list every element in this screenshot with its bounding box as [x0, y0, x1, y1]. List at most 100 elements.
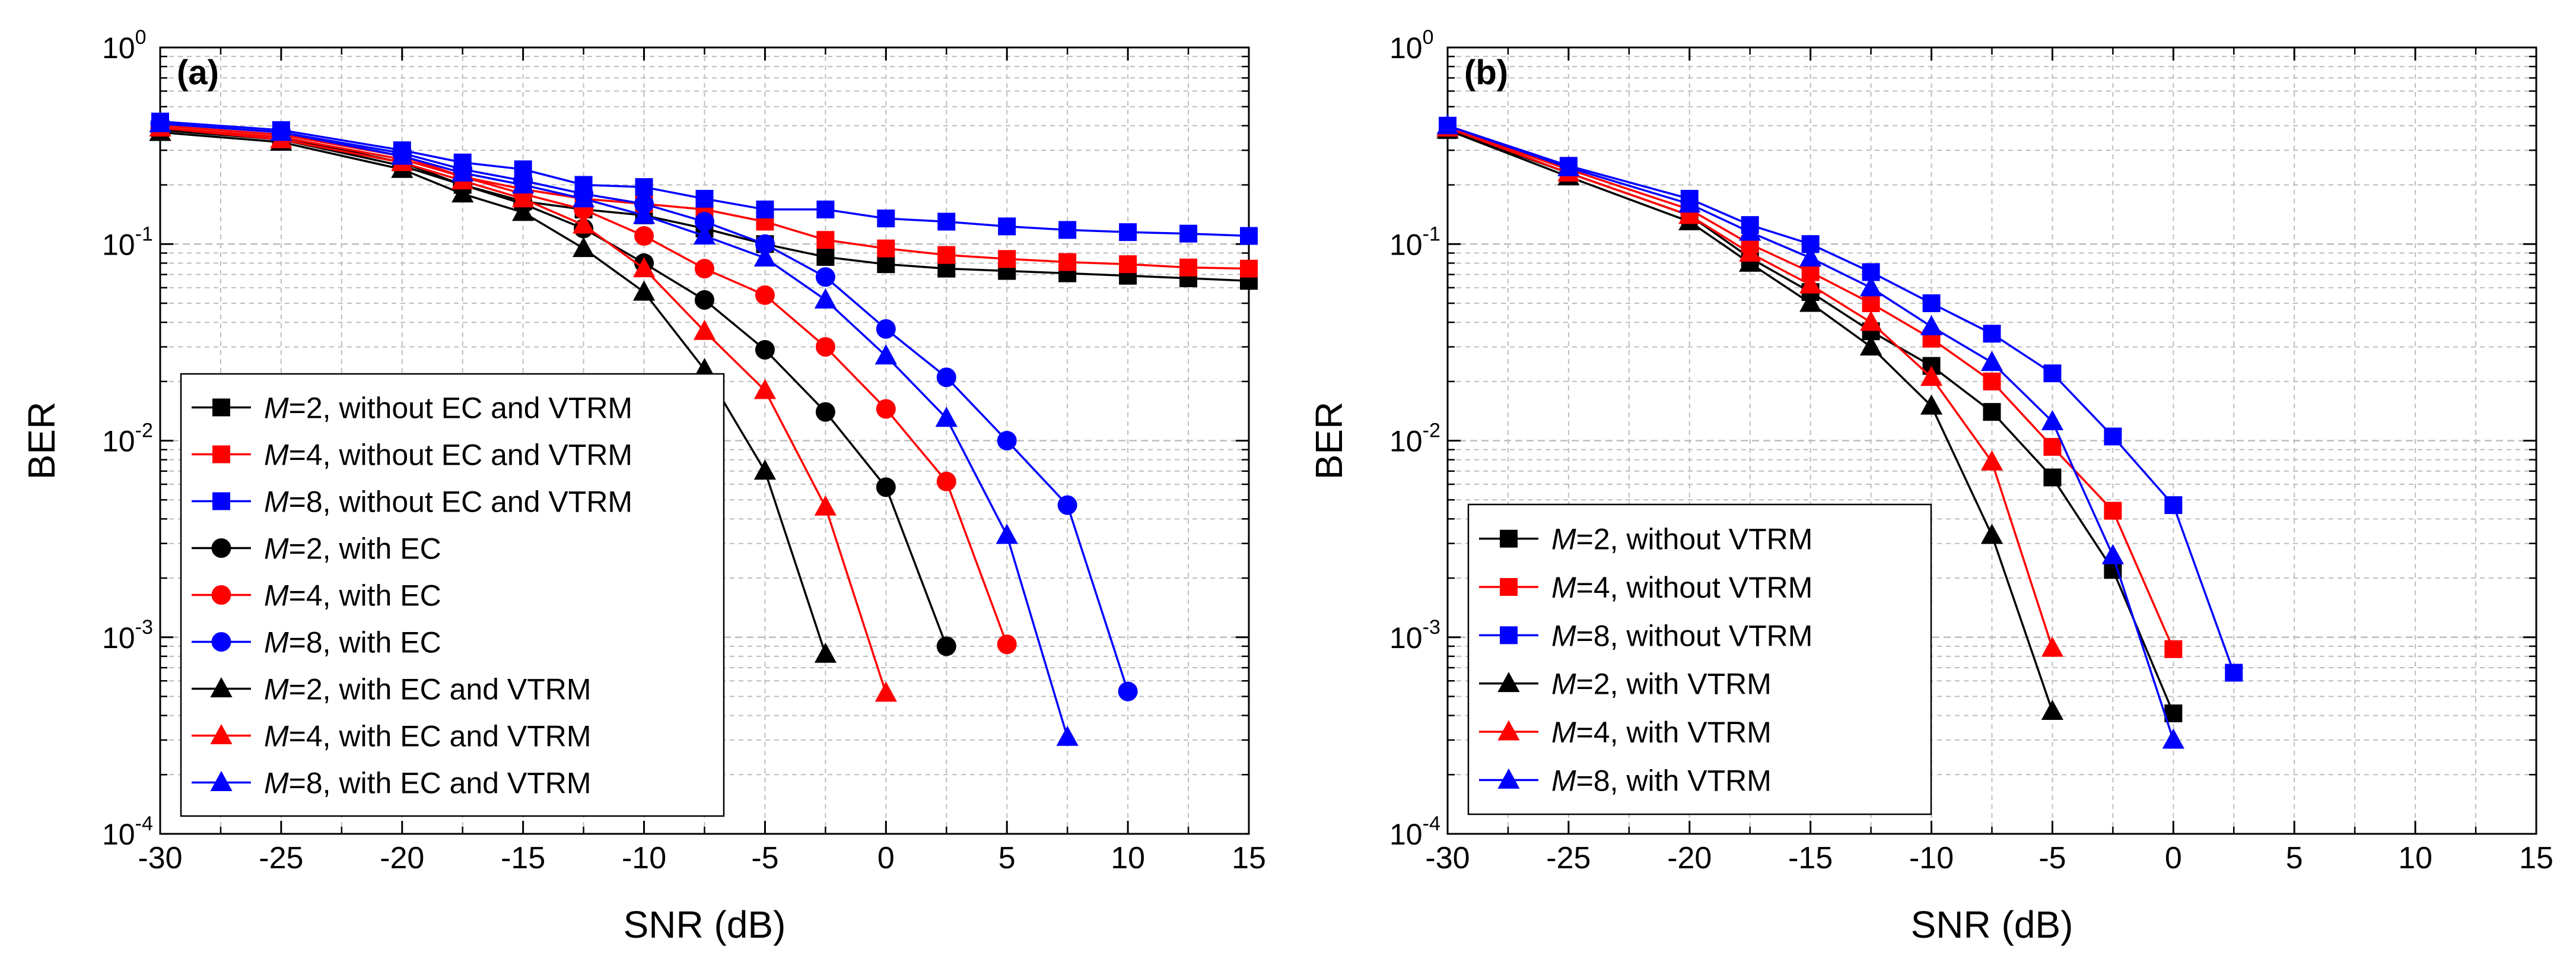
data-point	[1500, 578, 1518, 596]
data-point	[1179, 258, 1198, 277]
legend-text: =2, with EC and VTRM	[289, 673, 591, 706]
data-point	[1497, 672, 1520, 693]
data-point	[2101, 544, 2124, 564]
panel-a: -30 -25 -20 -15 -10 -5 0 5 10 1510010-110-210-310…	[20, 26, 1266, 946]
data-point	[1860, 335, 1882, 355]
y-tick-label: 10-3	[1389, 616, 1440, 655]
y-tick-label: 100	[102, 26, 147, 65]
data-point	[997, 431, 1017, 450]
legend-m: M	[264, 439, 289, 472]
x-tick-label: -25	[259, 841, 303, 875]
x-tick-label: 10	[2398, 841, 2432, 875]
data-point	[210, 677, 233, 697]
y-tick-base: 10	[102, 621, 135, 655]
data-point	[270, 120, 292, 141]
data-point	[937, 212, 956, 231]
series-line	[160, 131, 827, 655]
y-tick-exponent: -2	[135, 420, 153, 442]
data-point	[877, 255, 895, 274]
data-point	[1497, 720, 1520, 741]
legend-box	[180, 373, 725, 817]
data-point	[695, 189, 714, 208]
legend-text: =8, with VTRM	[1576, 764, 1772, 797]
y-tick-base: 10	[102, 31, 135, 65]
legend-label: M=8, without EC and VTRM	[264, 485, 632, 519]
data-point	[1058, 221, 1077, 239]
y-tick-exponent: 0	[135, 26, 147, 49]
data-point	[876, 477, 896, 497]
x-axis: -30 -25 -20 -15 -10 -5 0 5 10 15	[1425, 47, 2553, 875]
data-point	[211, 585, 231, 605]
legend-m: M	[264, 532, 289, 566]
data-point	[2162, 728, 2184, 749]
data-point	[1179, 224, 1198, 243]
data-point	[1500, 626, 1518, 645]
legend-text: =2, without VTRM	[1576, 523, 1813, 556]
data-point	[1920, 394, 1943, 415]
y-tick-label: 100	[1389, 26, 1434, 65]
data-point	[753, 379, 777, 399]
legend-m: M	[264, 673, 289, 706]
y-axis-title: BER	[1308, 402, 1350, 480]
data-point	[1497, 768, 1520, 789]
data-point	[693, 224, 716, 245]
data-point	[814, 288, 837, 309]
legend-label: M=4, with EC	[264, 579, 441, 612]
data-point	[753, 459, 777, 480]
y-tick-base: 10	[1389, 818, 1423, 851]
data-point	[1678, 204, 1701, 224]
legend-label: M=4, without VTRM	[1551, 571, 1812, 604]
x-tick-label: 5	[2286, 841, 2303, 875]
legend-entry: M=2, with EC and VTRM	[192, 673, 591, 706]
legend-m: M	[1551, 523, 1576, 556]
data-point	[2043, 364, 2062, 383]
y-tick-label: 10-4	[1389, 812, 1440, 851]
data-point	[935, 407, 958, 427]
legend-label: M=4, without EC and VTRM	[264, 439, 632, 472]
data-point	[877, 239, 895, 258]
data-point	[632, 204, 656, 224]
data-point	[2041, 410, 2064, 430]
y-tick-base: 10	[1389, 621, 1423, 655]
legend-label: M=8, with EC	[264, 626, 441, 659]
data-point	[1983, 403, 2001, 421]
data-point	[512, 173, 535, 194]
data-point	[815, 337, 835, 357]
data-point	[876, 319, 896, 339]
legend-entry: M=8, without VTRM	[1479, 619, 1812, 652]
legend-m: M	[1551, 619, 1576, 652]
legend-m: M	[1551, 764, 1576, 797]
x-tick-label: -10	[622, 841, 666, 875]
legend-text: =2, without EC and VTRM	[289, 392, 632, 425]
legend-label: M=4, with EC and VTRM	[264, 720, 591, 753]
y-tick-base: 10	[102, 425, 135, 458]
y-tick-exponent: -4	[1423, 812, 1440, 835]
legend-text: =4, with EC	[289, 579, 441, 612]
x-tick-label: 5	[998, 841, 1016, 875]
data-point	[1860, 310, 1882, 331]
data-point	[2104, 427, 2122, 446]
data-point	[936, 471, 956, 491]
y-tick-exponent: -2	[1423, 420, 1440, 442]
data-point	[1983, 325, 2001, 343]
legend-text: =4, with VTRM	[1576, 716, 1772, 749]
data-point	[1119, 255, 1137, 274]
x-tick-label: -15	[1788, 841, 1833, 875]
data-point	[573, 237, 595, 258]
x-tick-label: -20	[380, 841, 424, 875]
y-tick-label: 10-2	[1389, 420, 1440, 458]
x-tick-label: 0	[877, 841, 895, 875]
legend-entry: M=8, with VTRM	[1479, 764, 1772, 797]
y-tick-label: 10-2	[102, 420, 153, 458]
y-tick-exponent: -3	[1423, 616, 1440, 639]
data-point	[2041, 636, 2064, 657]
x-tick-label: -30	[138, 841, 182, 875]
data-point	[391, 144, 414, 165]
legend-entry: M=4, without VTRM	[1479, 571, 1812, 604]
x-axis-title: SNR (dB)	[1911, 903, 2073, 946]
data-point	[1799, 291, 1822, 312]
